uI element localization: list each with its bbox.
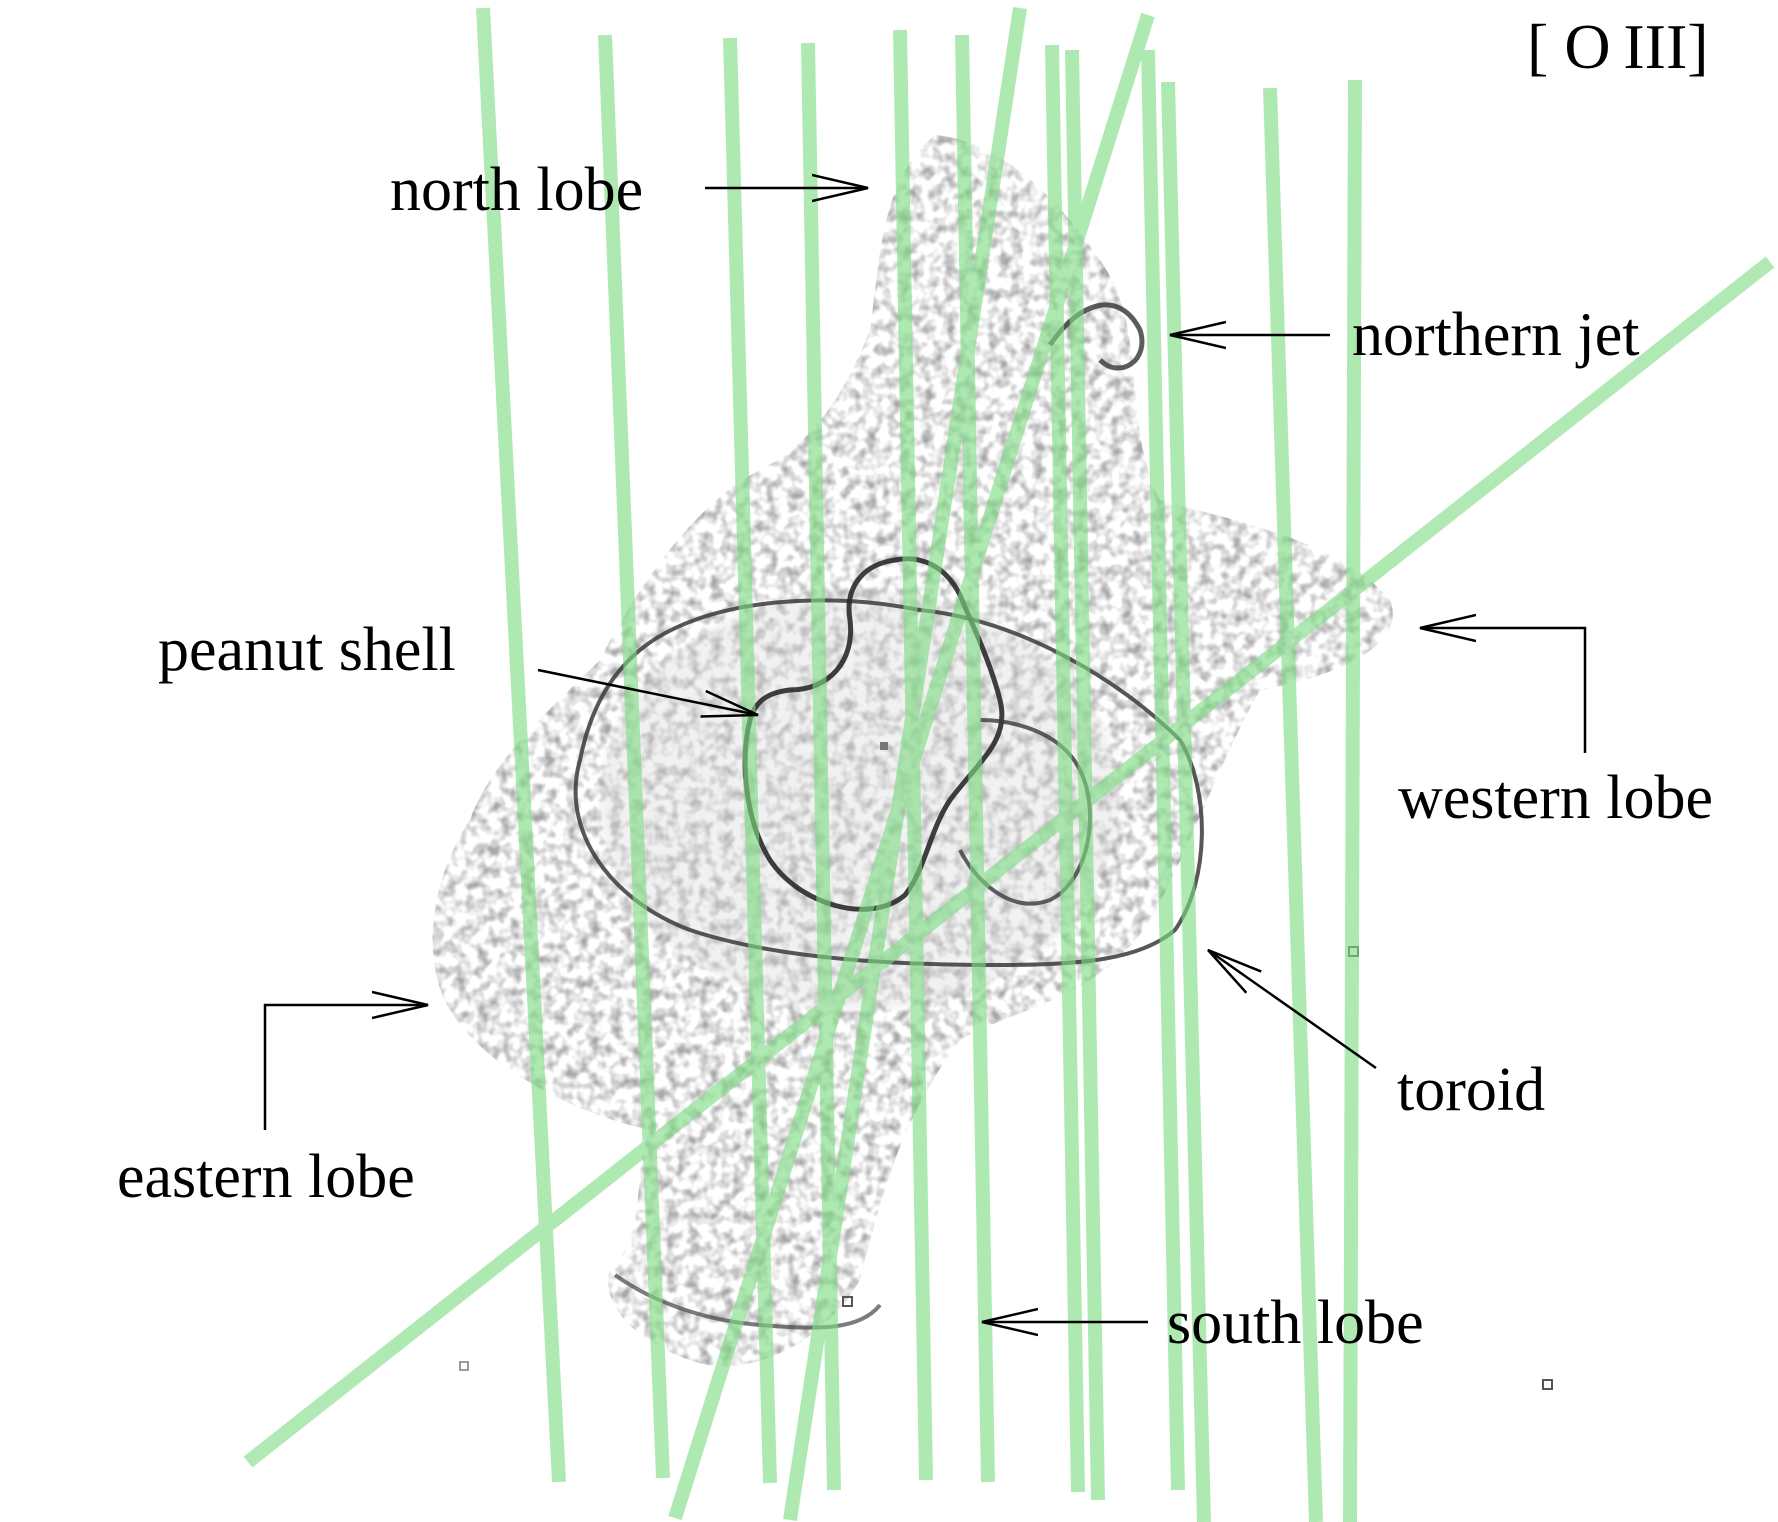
star-dot <box>880 742 888 750</box>
label-northern-jet: northern jet <box>1352 301 1640 369</box>
arrow-eastern-lobe <box>265 1005 428 1130</box>
annotation-western-lobe: western lobe <box>1398 628 1713 832</box>
annotation-north-lobe: north lobe <box>390 156 868 224</box>
label-toroid: toroid <box>1397 1056 1545 1124</box>
annotation-northern-jet: northern jet <box>1170 301 1640 369</box>
label-western-lobe: western lobe <box>1398 764 1713 832</box>
label-peanut-shell: peanut shell <box>158 616 456 684</box>
annotation-eastern-lobe: eastern lobe <box>117 1005 428 1211</box>
label-south-lobe: south lobe <box>1167 1289 1424 1357</box>
figure-title: [ O III] <box>1527 11 1709 82</box>
annotation-south-lobe: south lobe <box>982 1289 1424 1357</box>
arrow-western-lobe <box>1420 628 1585 753</box>
star-dot <box>460 1362 468 1370</box>
annotation-toroid: toroid <box>1208 950 1545 1124</box>
label-eastern-lobe: eastern lobe <box>117 1143 415 1211</box>
star-dot <box>1543 1380 1552 1389</box>
label-north-lobe: north lobe <box>390 156 643 224</box>
